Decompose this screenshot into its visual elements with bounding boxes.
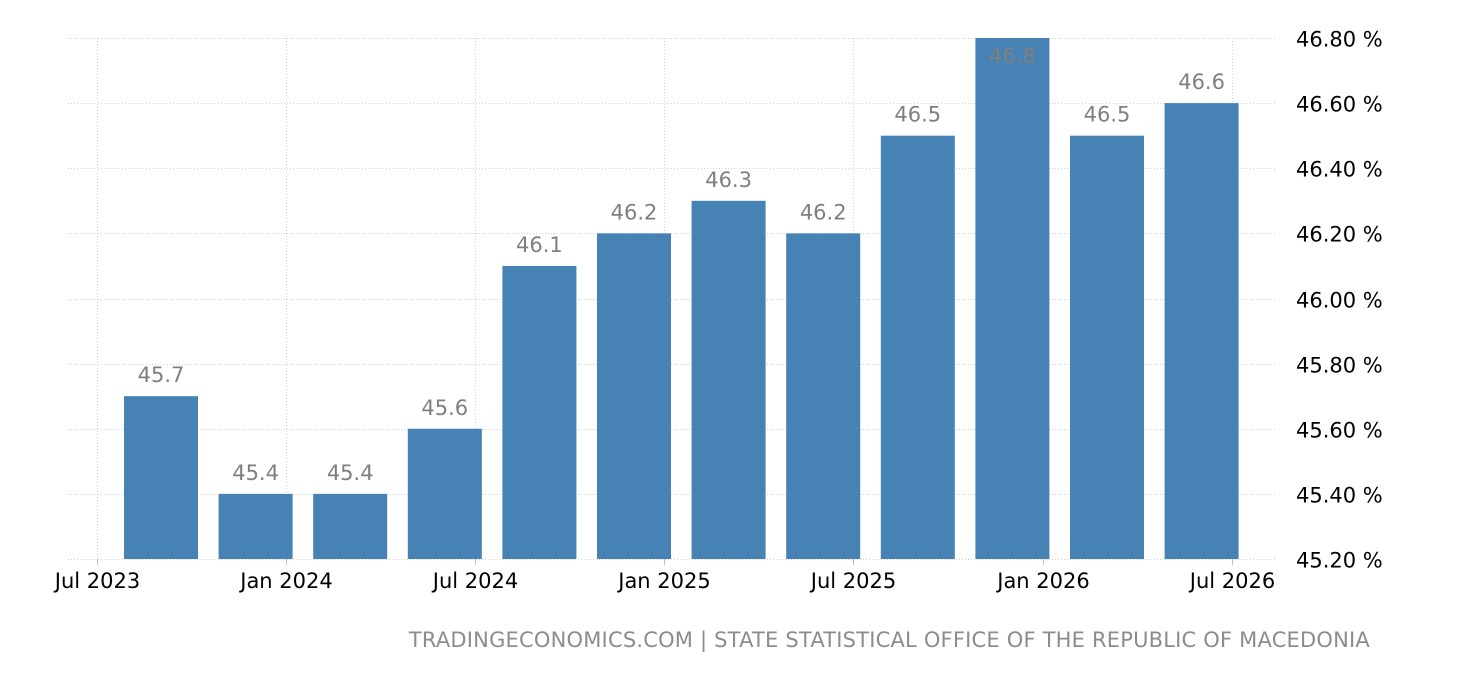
y-tick-label: 46.60 % (1296, 93, 1383, 117)
bar-value-label: 46.5 (1084, 103, 1131, 127)
x-tick-label: Jan 2025 (616, 569, 711, 593)
bar (597, 233, 671, 559)
bar-value-label: 46.8 (989, 44, 1036, 68)
x-axis: Jul 2023 Jan 2024 Jul 2024 Jan 2025 Jul 2025… (53, 559, 1275, 593)
bars (124, 38, 1239, 559)
bar-value-label: 46.2 (800, 200, 847, 224)
bar (1070, 135, 1144, 559)
x-tick-label: Jul 2025 (809, 569, 896, 593)
bar (786, 233, 861, 559)
bar (502, 265, 577, 559)
bar (880, 135, 955, 559)
x-tick-label: Jul 2026 (1188, 569, 1275, 593)
y-tick-label: 46.00 % (1296, 289, 1383, 313)
bar-value-label: 46.1 (516, 233, 563, 257)
bar-value-label: 45.4 (232, 461, 279, 485)
y-tick-label: 45.20 % (1296, 549, 1383, 573)
x-tick-label: Jul 2024 (431, 569, 518, 593)
x-tick-label: Jul 2023 (53, 569, 140, 593)
bar-value-label: 45.7 (138, 363, 185, 387)
bar (313, 493, 388, 559)
y-tick-label: 45.40 % (1296, 484, 1383, 508)
bar (691, 200, 766, 559)
bar-value-label: 46.5 (894, 103, 941, 127)
bar-value-label: 46.3 (705, 168, 752, 192)
y-tick-label: 46.20 % (1296, 223, 1383, 247)
bar (218, 493, 293, 559)
data-labels: 45.7 45.4 45.4 45.6 46.1 46.2 46.3 46.2 46.5 46.8… (138, 44, 1225, 485)
y-axis: 45.20 % 45.40 % 45.60 % 45.80 % 46.00 % 46.20… (1296, 28, 1383, 573)
bar (407, 428, 482, 559)
bar-value-label: 45.4 (327, 461, 374, 485)
x-tick-label: Jan 2026 (995, 569, 1090, 593)
source-attribution: TRADINGECONOMICS.COM | STATE STATISTICAL… (408, 628, 1370, 652)
bar-chart: 45.7 45.4 45.4 45.6 46.1 46.2 46.3 46.2 46.5 46.8… (53, 28, 1383, 594)
bar-value-label: 45.6 (421, 396, 468, 420)
y-tick-label: 46.80 % (1296, 28, 1383, 52)
bar (975, 38, 1050, 559)
y-tick-label: 46.40 % (1296, 158, 1383, 182)
bar (1164, 103, 1239, 559)
y-tick-label: 45.60 % (1296, 419, 1383, 443)
bar (124, 396, 198, 559)
bar-value-label: 46.6 (1178, 70, 1225, 94)
bar-value-label: 46.2 (611, 200, 658, 224)
x-tick-label: Jan 2024 (238, 569, 333, 593)
y-tick-label: 45.80 % (1296, 354, 1383, 378)
